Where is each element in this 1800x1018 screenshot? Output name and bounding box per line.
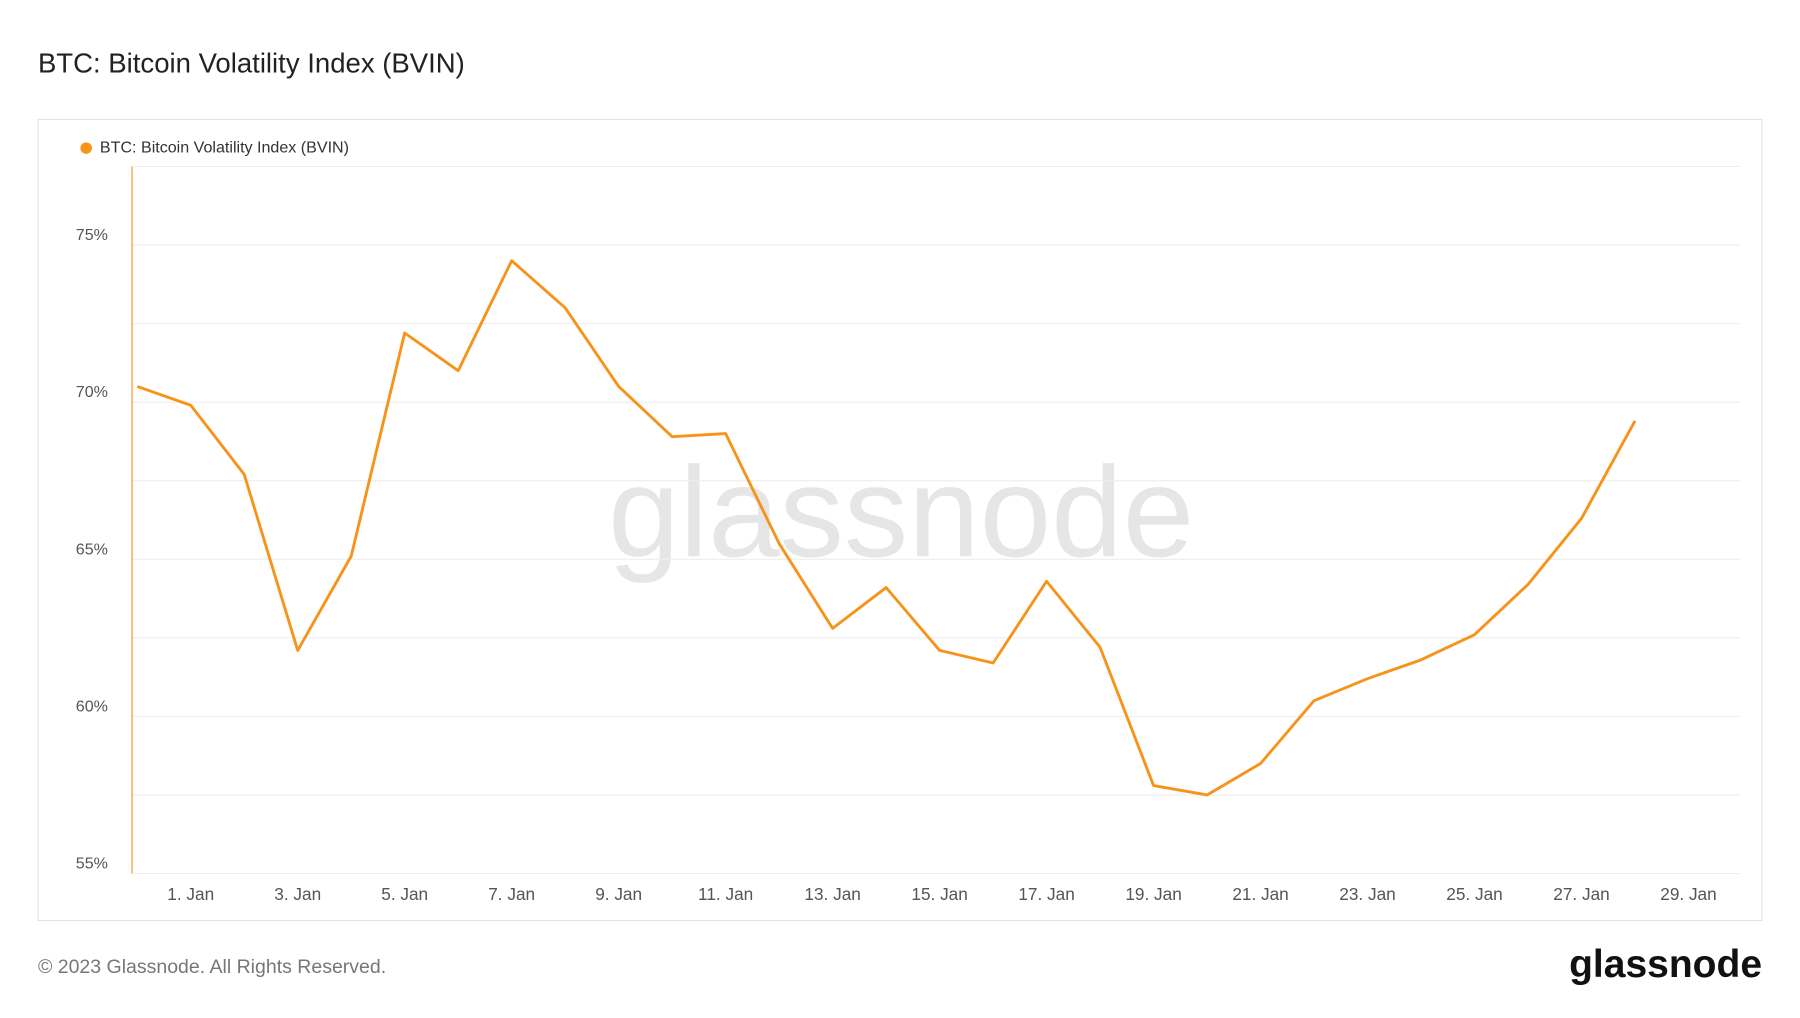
y-tick-label: 60%	[76, 697, 108, 715]
x-tick-label: 13. Jan	[804, 884, 860, 904]
x-tick-label: 23. Jan	[1339, 884, 1395, 904]
x-tick-label: 11. Jan	[698, 884, 753, 904]
x-tick-label: 9. Jan	[595, 884, 642, 904]
logo: glassnode	[1569, 943, 1762, 986]
y-tick-label: 70%	[76, 383, 108, 401]
chart-frame	[37, 118, 1763, 922]
y-tick-label: 75%	[76, 226, 108, 244]
x-tick-label: 17. Jan	[1018, 884, 1074, 904]
x-tick-label: 19. Jan	[1125, 884, 1181, 904]
y-tick-label: 55%	[76, 855, 108, 873]
series-line	[136, 259, 1637, 797]
x-tick-label: 25. Jan	[1446, 884, 1502, 904]
x-tick-label: 27. Jan	[1553, 884, 1609, 904]
y-tick-label: 65%	[76, 540, 108, 558]
footer: © 2023 Glassnode. All Rights Reserved.	[38, 956, 386, 978]
chart-title: BTC: Bitcoin Volatility Index (BVIN)	[38, 48, 465, 79]
x-tick-label: 3. Jan	[274, 884, 321, 904]
legend-label: BTC: Bitcoin Volatility Index (BVIN)	[100, 138, 349, 156]
watermark: glassnode	[608, 441, 1194, 584]
x-tick-label: 29. Jan	[1660, 884, 1716, 904]
x-tick-label: 21. Jan	[1232, 884, 1288, 904]
x-tick-label: 5. Jan	[381, 884, 428, 904]
legend-marker	[80, 142, 92, 154]
x-tick-label: 7. Jan	[488, 884, 535, 904]
plot: 55% 60% 65% 70% 75% 1. Jan 3. Jan 5. Jan 7. Jan 9…	[76, 165, 1741, 904]
x-tick-label: 1. Jan	[167, 884, 214, 904]
x-tick-label: 15. Jan	[911, 884, 967, 904]
